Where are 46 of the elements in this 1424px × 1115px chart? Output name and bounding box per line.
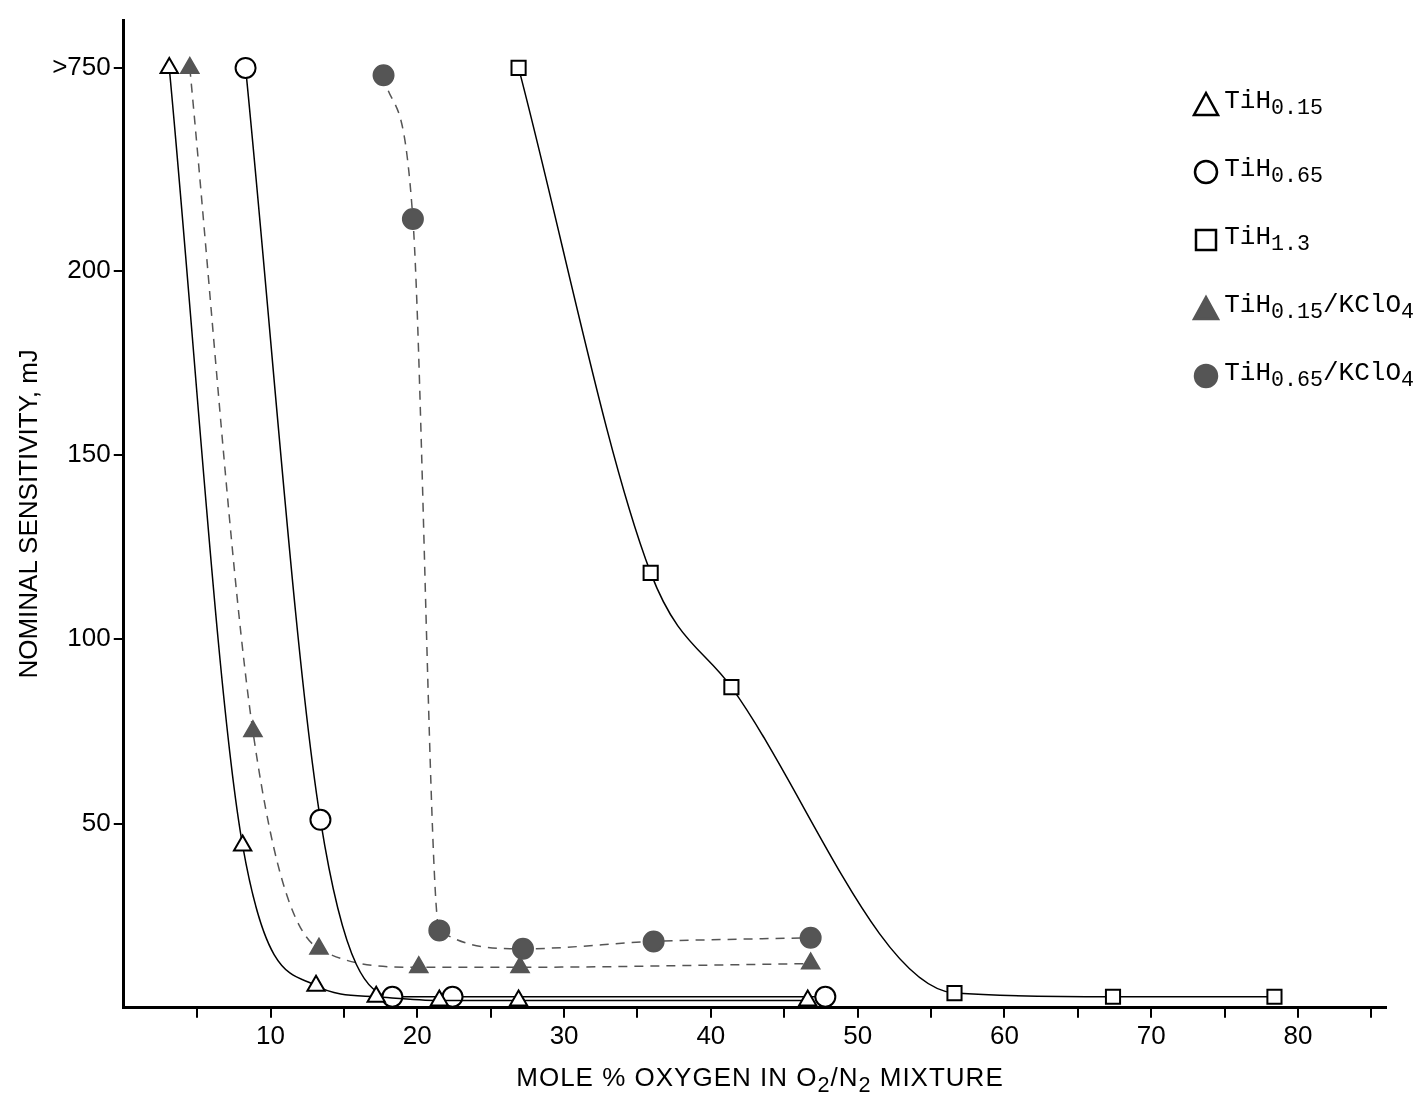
point [510,956,530,974]
point [799,926,822,949]
point [428,919,451,942]
legend-label: TiH$_{0.15}$ [1224,86,1323,122]
point [232,834,253,852]
point [642,930,665,953]
point [642,564,659,581]
point [1266,988,1283,1005]
x-tick-label: 40 [696,1019,726,1050]
point [234,56,257,79]
x-tick-label: 30 [549,1019,579,1050]
point [401,208,424,231]
point [243,720,263,738]
point [723,679,740,696]
point [510,59,527,76]
point [309,808,332,831]
point [946,984,963,1002]
point [798,989,818,1007]
legend-label: TiH$_{0.65}$/KClO$_{4}$ [1224,358,1414,394]
legend-label: TiH$_{1.3}$ [1224,222,1310,258]
x-tick-label: 20 [402,1019,432,1050]
y-tick-label: 50 [81,806,111,837]
point [511,937,534,960]
legend-label: TiH$_{0.65}$ [1224,154,1323,190]
y-tick-label: >750 [52,51,111,82]
y-tick-label: 100 [67,622,111,653]
y-axis-title: NOMINAL SENSITIVITY, mJ [12,349,43,679]
x-tick-label: 60 [989,1019,1019,1050]
point [366,985,386,1003]
point [306,974,326,992]
y-tick-label: 200 [67,253,111,284]
x-axis-title: MOLE % OXYGEN IN O$_{2}$/N$_{2}$ MIXTURE [515,1062,1005,1099]
x-tick-label: 70 [1136,1019,1166,1050]
point [1104,988,1122,1005]
x-tick-label: 50 [843,1019,873,1050]
x-tick-label: 10 [256,1019,285,1050]
point [309,937,329,955]
point [814,985,837,1008]
x-tick-label: 80 [1283,1019,1313,1050]
legend-label: TiH$_{0.15}$/KClO$_{4}$ [1224,290,1414,326]
point [372,64,395,87]
point [801,952,821,970]
point [409,956,429,974]
y-tick-label: 150 [67,438,111,469]
point [508,989,529,1007]
point [429,989,449,1007]
